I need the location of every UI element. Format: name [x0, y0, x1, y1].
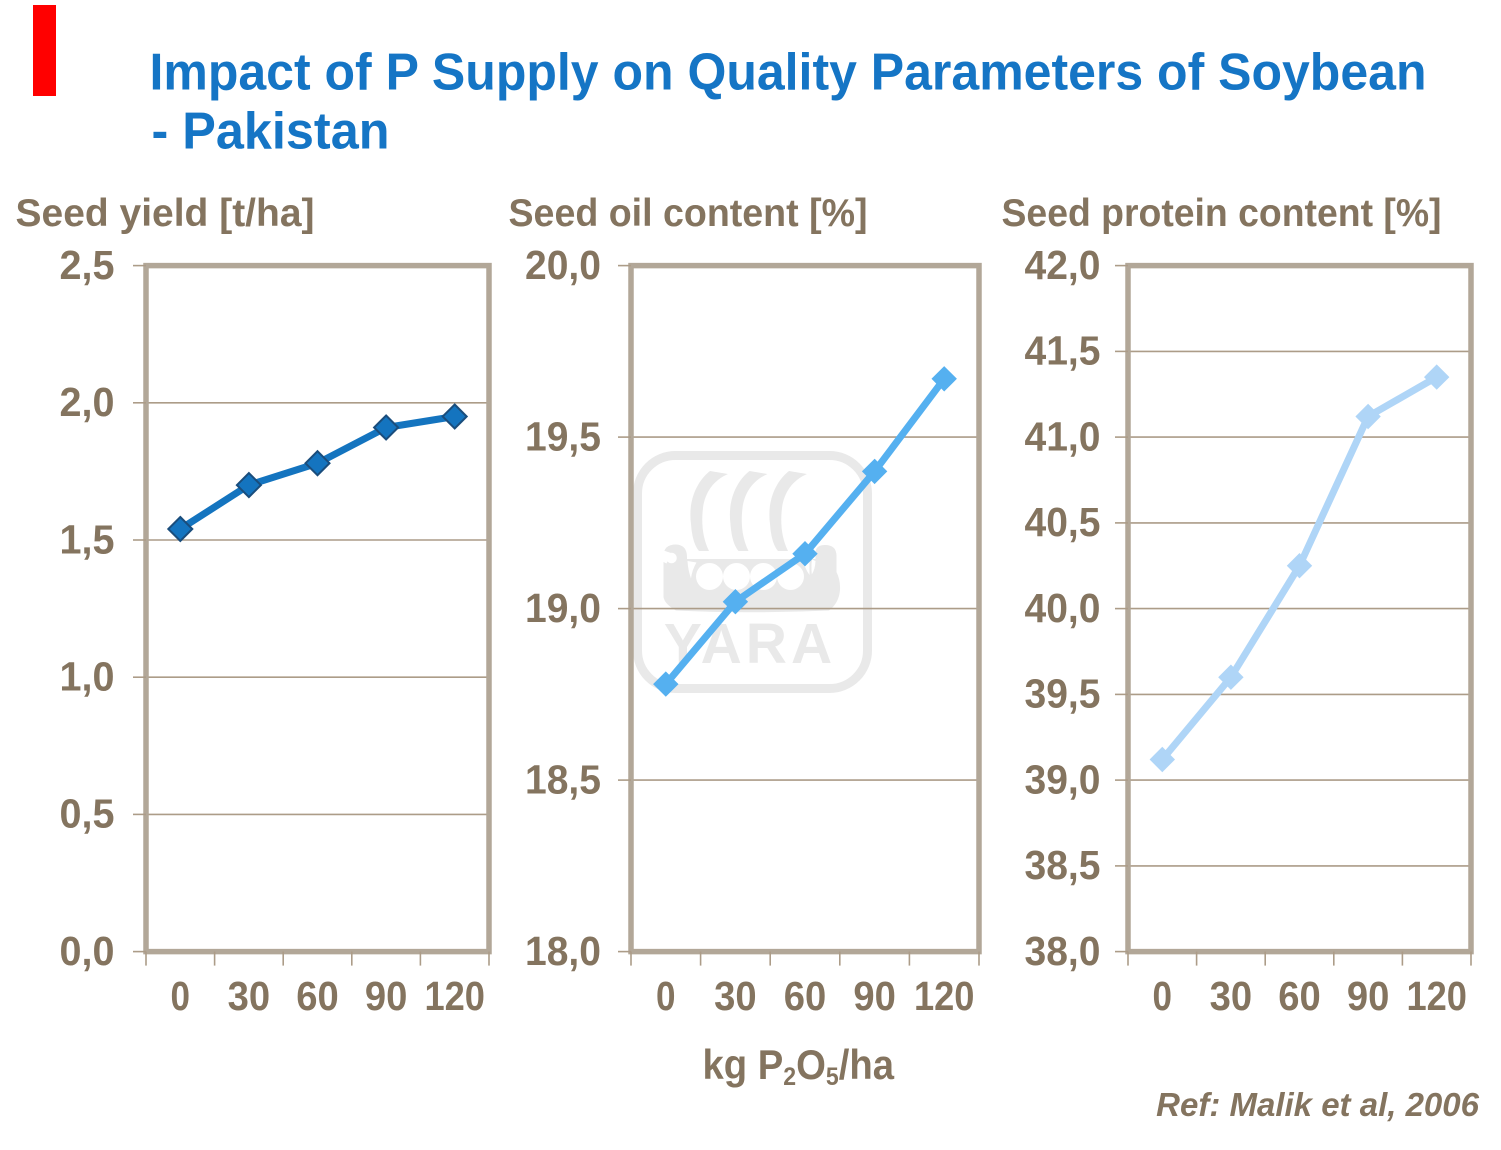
svg-text:kg P2O5/ha: kg P2O5/ha — [703, 1041, 895, 1091]
svg-text:42,0: 42,0 — [1025, 242, 1101, 288]
svg-text:40,0: 40,0 — [1025, 585, 1101, 631]
svg-text:39,5: 39,5 — [1025, 671, 1101, 717]
svg-text:Impact of P Supply on Quality: Impact of P Supply on Quality Parameters… — [150, 44, 1427, 102]
svg-text:2,0: 2,0 — [60, 379, 115, 425]
svg-text:39,0: 39,0 — [1025, 756, 1101, 802]
svg-text:90: 90 — [1347, 973, 1390, 1019]
svg-text:38,0: 38,0 — [1025, 928, 1101, 974]
svg-text:90: 90 — [365, 973, 408, 1019]
svg-text:1,0: 1,0 — [60, 654, 115, 700]
svg-text:40,5: 40,5 — [1025, 499, 1101, 545]
svg-text:Seed yield [t/ha]: Seed yield [t/ha] — [16, 192, 315, 235]
svg-text:18,5: 18,5 — [525, 756, 601, 802]
svg-text:Ref: Malik et al, 2006: Ref: Malik et al, 2006 — [1156, 1086, 1479, 1123]
svg-text:30: 30 — [228, 973, 271, 1019]
svg-text:120: 120 — [1406, 973, 1467, 1019]
svg-text:0,5: 0,5 — [60, 791, 115, 837]
svg-text:1,5: 1,5 — [60, 516, 115, 562]
svg-text:19,5: 19,5 — [525, 413, 601, 459]
svg-text:0: 0 — [1153, 973, 1173, 1019]
svg-text:19,0: 19,0 — [525, 585, 601, 631]
svg-text:60: 60 — [296, 973, 339, 1019]
svg-text:2,5: 2,5 — [60, 242, 115, 288]
svg-text:30: 30 — [714, 973, 757, 1019]
svg-text:120: 120 — [424, 973, 485, 1019]
svg-text:Seed protein content [%]: Seed protein content [%] — [1002, 192, 1442, 235]
svg-text:60: 60 — [784, 973, 827, 1019]
svg-text:120: 120 — [914, 973, 975, 1019]
svg-text:Seed oil content [%]: Seed oil content [%] — [509, 192, 868, 235]
svg-text:0: 0 — [656, 973, 676, 1019]
svg-text:41,0: 41,0 — [1025, 413, 1101, 459]
svg-text:90: 90 — [853, 973, 896, 1019]
svg-text:18,0: 18,0 — [525, 928, 601, 974]
svg-text:20,0: 20,0 — [525, 242, 601, 288]
svg-text:YARA: YARA — [664, 612, 836, 676]
svg-text:- Pakistan: - Pakistan — [152, 103, 390, 161]
svg-text:38,5: 38,5 — [1025, 842, 1101, 888]
svg-text:0,0: 0,0 — [60, 928, 115, 974]
svg-text:60: 60 — [1278, 973, 1321, 1019]
svg-text:30: 30 — [1210, 973, 1253, 1019]
svg-text:41,5: 41,5 — [1025, 328, 1101, 374]
svg-text:0: 0 — [171, 973, 191, 1019]
